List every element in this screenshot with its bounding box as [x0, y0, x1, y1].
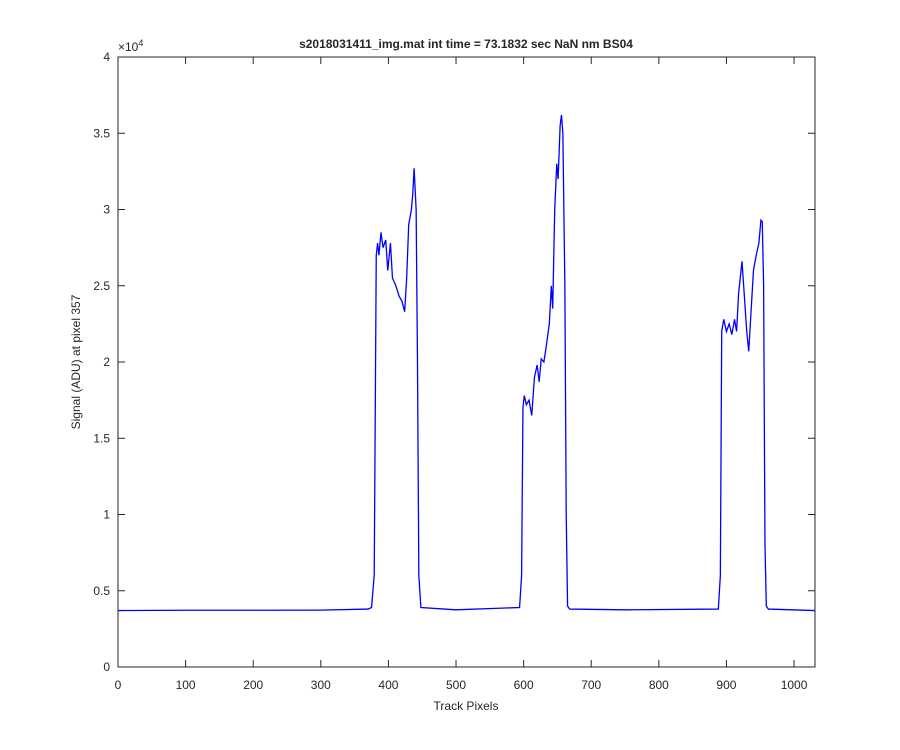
y-tick-label: 4 [103, 50, 110, 64]
y-tick-label: 0.5 [93, 584, 110, 598]
x-tick-label: 800 [649, 678, 669, 692]
y-tick-label: 3.5 [93, 126, 110, 140]
x-tick-label: 200 [243, 678, 263, 692]
y-axis-label: Signal (ADU) at pixel 357 [69, 294, 83, 429]
y-tick-label: 1.5 [93, 431, 110, 445]
y-multiplier: ×104 [118, 38, 143, 54]
y-tick-label: 2 [103, 355, 110, 369]
x-tick-label: 500 [446, 678, 466, 692]
x-tick-label: 0 [115, 678, 122, 692]
x-tick-label: 400 [378, 678, 398, 692]
axes-box [117, 56, 816, 668]
x-axis-label: Track Pixels [434, 699, 499, 713]
y-tick-label: 0 [103, 660, 110, 674]
x-tick-label: 300 [311, 678, 331, 692]
x-tick-label: 600 [514, 678, 534, 692]
y-tick-label: 3 [103, 203, 110, 217]
data-line [117, 114, 816, 612]
x-tick-label: 100 [176, 678, 196, 692]
chart-title: s2018031411_img.mat int time = 73.1832 s… [299, 37, 633, 51]
y-tick-label: 2.5 [93, 279, 110, 293]
x-tick-label: 1000 [781, 678, 808, 692]
y-multiplier-base: ×10 [118, 40, 139, 54]
y-tick-label: 1 [103, 508, 110, 522]
y-multiplier-exponent: 4 [138, 38, 143, 48]
x-tick-label: 700 [581, 678, 601, 692]
x-tick-label: 900 [716, 678, 736, 692]
